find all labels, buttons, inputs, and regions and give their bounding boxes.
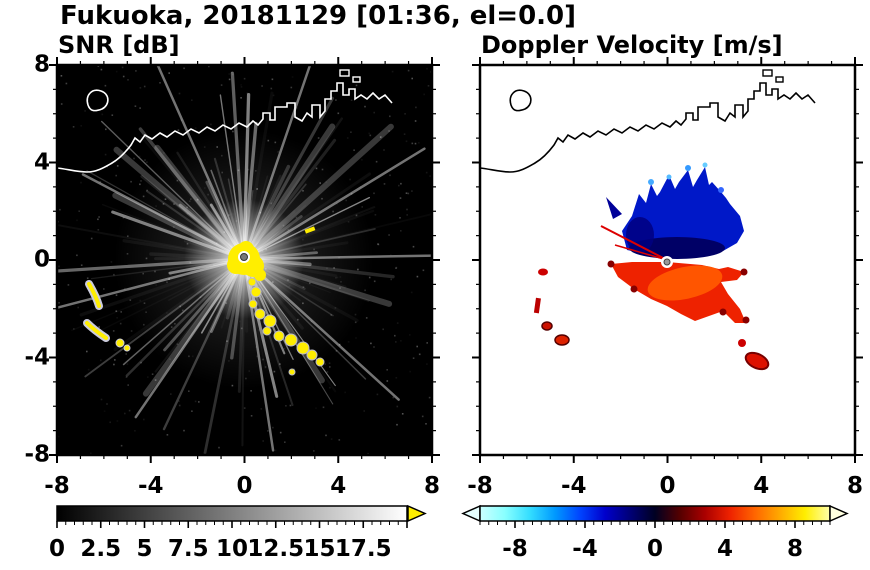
doppler-cbar-tick-label: 4 [716,536,734,562]
snr-x-tick-label: 8 [423,473,441,499]
snr-colorbar [56,504,427,528]
snr-panel-title: SNR [dB] [58,31,180,59]
snr-x-tick-label: 4 [330,473,347,499]
snr-x-tick-label: 0 [236,473,253,499]
coastline-path [479,82,816,173]
doppler-colorbar [461,504,849,528]
snr-cbar-tick-label: 0 [48,536,66,562]
snr-cbar-tick-label: 10 [215,536,249,562]
snr-x-tick-label: -4 [137,473,164,499]
doppler-cbar-tick-label: 8 [786,536,804,562]
doppler-panel-title: Doppler Velocity [m/s] [481,31,783,59]
doppler-ppi-plot [472,57,863,463]
snr-cbar-tick-label: 7.5 [167,536,209,562]
snr-y-tick-label: -8 [24,441,50,468]
doppler-cbar-tick-label: -8 [502,536,528,562]
doppler-cbar-tick-label: -4 [572,536,598,562]
snr-ppi-plot [46,52,465,463]
doppler-x-tick-label: 0 [659,473,676,499]
snr-cbar-tick-label: 2.5 [80,536,122,562]
snr-y-tick-label: 4 [33,149,50,175]
snr-cbar-tick-label: 5 [136,536,153,562]
coastline-path [56,82,393,173]
doppler-cbar-tick-label: 0 [646,536,664,562]
snr-y-tick-label: 8 [33,51,50,78]
snr-y-tick-label: 0 [33,246,50,273]
snr-cbar-tick-label: 12.5 [247,536,305,562]
snr-cbar-tick-label: 15 [303,536,336,562]
snr-y-tick-label: -4 [24,344,50,370]
doppler-x-tick-label: -8 [467,473,493,499]
doppler-x-tick-label: -4 [560,473,587,499]
doppler-x-tick-label: 8 [846,473,864,499]
snr-cbar-tick-label: 17.5 [334,536,392,562]
figure-title: Fukuoka, 20181129 [01:36, el=0.0] [60,1,577,31]
doppler-x-tick-label: 4 [753,473,770,499]
snr-x-tick-label: -8 [44,473,70,499]
